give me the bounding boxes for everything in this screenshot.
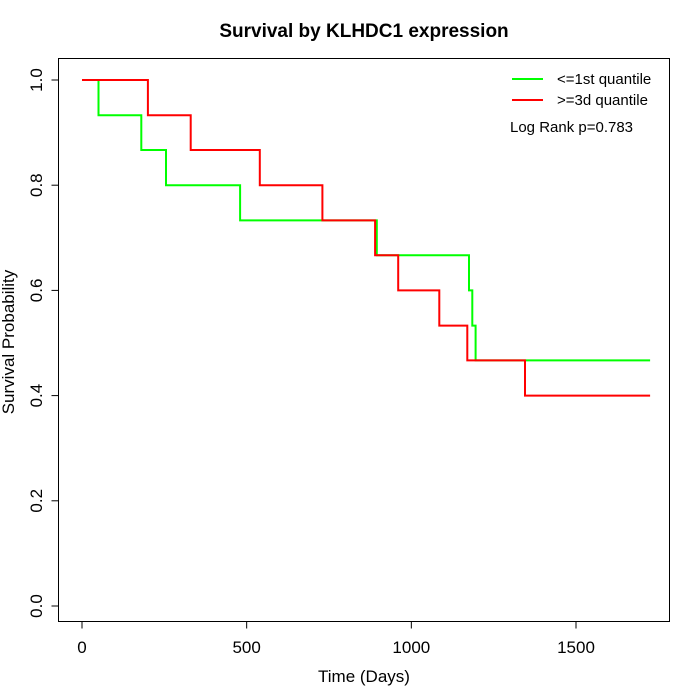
y-tick-label: 0.4 (27, 384, 46, 408)
chart-title: Survival by KLHDC1 expression (219, 21, 508, 42)
legend: <=1st quantile >=3d quantile (512, 71, 651, 109)
x-tick-label: 1000 (392, 638, 430, 657)
log-rank-annotation: Log Rank p=0.783 (510, 119, 633, 136)
y-tick-label: 0.8 (27, 173, 46, 197)
series-layer (82, 79, 651, 397)
legend-label: <=1st quantile (557, 71, 651, 88)
y-axis: 0.0 0.2 0.4 0.6 0.8 1.0 (27, 68, 59, 618)
x-tick-label: 1500 (557, 638, 595, 657)
plot-frame (58, 58, 670, 622)
x-tick-label: 500 (232, 638, 260, 657)
y-tick-label: 1.0 (27, 68, 46, 92)
series-line-2 (82, 79, 651, 397)
series-line-1 (82, 79, 651, 362)
y-tick-label: 0.6 (27, 279, 46, 303)
y-tick-label: 0.2 (27, 489, 46, 513)
x-tick-label: 0 (77, 638, 86, 657)
y-axis-label: Survival Probability (0, 269, 18, 414)
legend-label: >=3d quantile (557, 92, 648, 109)
x-axis: 0 500 1000 1500 (77, 621, 595, 657)
x-axis-label: Time (Days) (318, 667, 410, 686)
y-tick-label: 0.0 (27, 594, 46, 618)
